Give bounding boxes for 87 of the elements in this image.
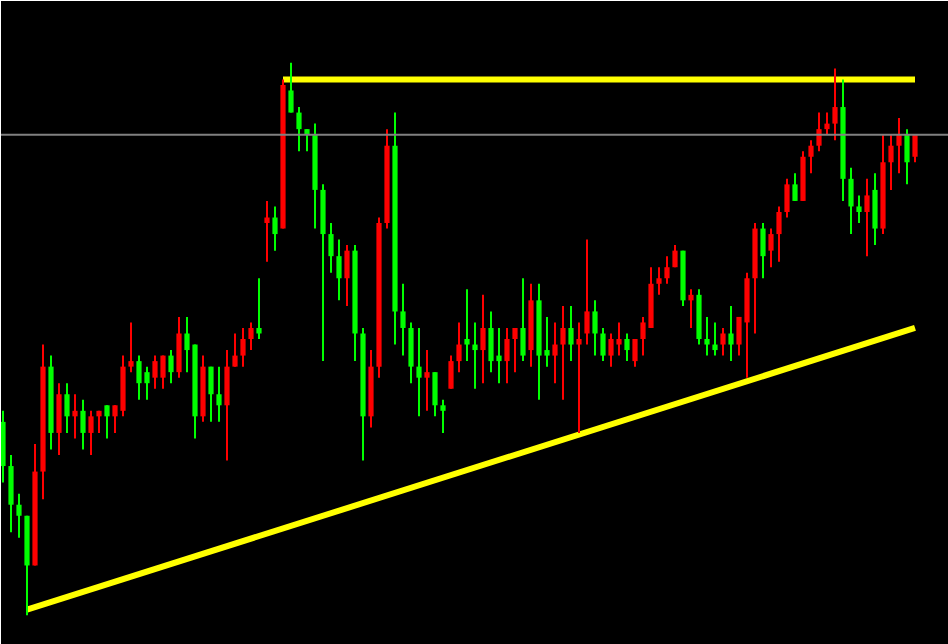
candlestick — [816, 111, 822, 153]
candlestick — [416, 326, 422, 418]
candlestick — [744, 271, 750, 379]
candlestick — [464, 288, 470, 363]
candlestick — [216, 365, 222, 423]
candlestick — [144, 365, 150, 401]
candlestick — [72, 393, 78, 440]
candlestick — [808, 139, 814, 175]
candlestick — [136, 354, 142, 401]
candlestick — [664, 255, 670, 285]
candlestick — [248, 321, 254, 352]
candlestick — [296, 106, 302, 153]
candlestick — [912, 133, 918, 164]
candlestick — [864, 177, 870, 258]
candlestick — [1, 409, 6, 484]
candlestick — [552, 321, 558, 385]
candlestick — [856, 194, 862, 225]
candlestick — [792, 172, 798, 202]
candlestick — [688, 288, 694, 329]
candlestick — [328, 222, 334, 274]
candlestick — [88, 409, 94, 456]
candlestick — [560, 304, 566, 401]
candlestick — [432, 371, 438, 418]
candlestick — [904, 128, 910, 186]
candlestick — [848, 166, 854, 236]
candlestick — [608, 332, 614, 368]
candlestick — [568, 304, 574, 363]
candlestick — [584, 238, 590, 346]
candlestick — [120, 354, 126, 418]
candlestick — [824, 111, 830, 136]
candlestick — [728, 304, 734, 363]
candlestick — [440, 398, 446, 434]
candlestick — [344, 244, 350, 307]
candlestick — [472, 321, 478, 390]
candlestick — [768, 227, 774, 269]
candlestick — [256, 277, 262, 341]
candlestick — [288, 61, 294, 114]
candlestick — [16, 492, 22, 539]
candlestick — [320, 183, 326, 363]
candlestick — [456, 321, 462, 374]
candlestick — [896, 117, 902, 175]
candlestick — [592, 299, 598, 357]
candlestick — [152, 354, 158, 390]
candlestick — [232, 332, 238, 368]
candlestick — [512, 326, 518, 374]
candlestick — [656, 266, 662, 296]
candlestick — [168, 349, 174, 385]
candlestick — [776, 205, 782, 263]
candlestick — [520, 277, 526, 363]
candlestick — [304, 128, 310, 153]
candlestick — [576, 321, 582, 434]
candlestick — [56, 382, 62, 456]
candlestick — [616, 321, 622, 357]
candlestick — [104, 404, 110, 440]
candlestick — [224, 349, 230, 462]
candlestick — [176, 315, 182, 379]
candlestick — [696, 288, 702, 346]
candlestick — [240, 326, 246, 368]
candlestick — [272, 205, 278, 252]
candlestick — [160, 354, 166, 390]
candlestick — [408, 321, 414, 385]
candlestick — [888, 133, 894, 191]
candlestick — [504, 326, 510, 385]
candlestick — [832, 67, 838, 142]
candlestick — [80, 398, 86, 451]
candlestick — [480, 293, 486, 385]
candlestick — [600, 326, 606, 363]
candlestick — [760, 222, 766, 280]
candlestick — [496, 326, 502, 385]
candlestick — [264, 199, 270, 263]
candlestick — [488, 310, 494, 374]
candlestick — [208, 365, 214, 423]
candlestick — [632, 338, 638, 368]
candlestick — [624, 332, 630, 363]
candlestick — [400, 282, 406, 357]
candlestick — [448, 354, 454, 390]
candlestick — [712, 321, 718, 357]
candlestick — [784, 177, 790, 219]
candlestick — [720, 326, 726, 357]
candlestick — [64, 382, 70, 434]
candlestick — [128, 321, 134, 374]
candlestick — [800, 150, 806, 202]
candlestick — [336, 238, 342, 302]
candlestick — [704, 315, 710, 357]
candlestick — [424, 349, 430, 412]
candlestick — [8, 454, 14, 534]
candlestick — [872, 172, 878, 247]
